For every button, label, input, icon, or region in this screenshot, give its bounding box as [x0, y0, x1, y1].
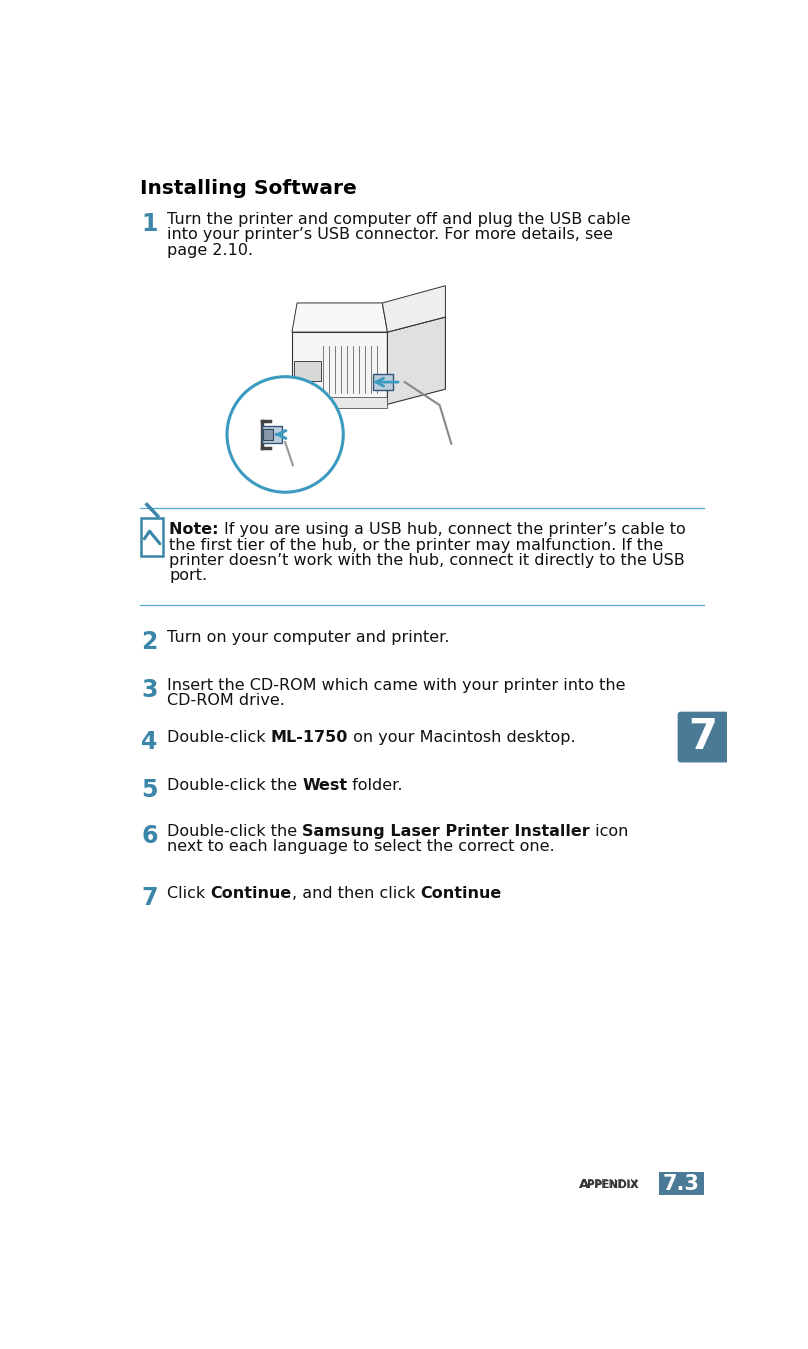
- Text: icon: icon: [590, 824, 629, 839]
- Text: 4: 4: [141, 730, 158, 754]
- Polygon shape: [293, 362, 321, 380]
- Text: CD-ROM drive.: CD-ROM drive.: [167, 693, 284, 708]
- Polygon shape: [382, 286, 445, 332]
- Text: folder.: folder.: [347, 778, 402, 793]
- Text: Note:: Note:: [169, 522, 225, 537]
- Text: PPENDIX: PPENDIX: [587, 1180, 638, 1190]
- Text: 5: 5: [141, 778, 158, 801]
- Text: Double-click: Double-click: [167, 730, 271, 745]
- Polygon shape: [292, 397, 388, 407]
- Text: West: West: [302, 778, 347, 793]
- FancyBboxPatch shape: [373, 375, 393, 390]
- FancyBboxPatch shape: [659, 1172, 704, 1195]
- Text: 7: 7: [688, 716, 718, 758]
- Text: Double-click the: Double-click the: [167, 824, 302, 839]
- Text: Samsung Laser Printer Installer: Samsung Laser Printer Installer: [302, 824, 590, 839]
- Text: If you are using a USB hub, connect the printer’s cable to: If you are using a USB hub, connect the …: [225, 522, 686, 537]
- Text: printer doesn’t work with the hub, connect it directly to the USB: printer doesn’t work with the hub, conne…: [169, 553, 685, 568]
- Text: 3: 3: [141, 677, 158, 701]
- Text: 6: 6: [141, 824, 158, 849]
- Polygon shape: [292, 332, 388, 405]
- FancyBboxPatch shape: [263, 429, 273, 440]
- Text: A: A: [579, 1178, 589, 1191]
- Circle shape: [227, 376, 343, 492]
- Text: , and then click: , and then click: [292, 886, 420, 901]
- Text: 7: 7: [141, 886, 158, 909]
- Text: page 2.10.: page 2.10.: [167, 243, 253, 258]
- Text: port.: port.: [169, 568, 208, 583]
- Text: on your Macintosh desktop.: on your Macintosh desktop.: [348, 730, 575, 745]
- Text: Continue: Continue: [420, 886, 501, 901]
- Text: ML-1750: ML-1750: [271, 730, 348, 745]
- FancyBboxPatch shape: [141, 518, 163, 556]
- Text: the first tier of the hub, or the printer may malfunction. If the: the first tier of the hub, or the printe…: [169, 538, 663, 553]
- Text: Insert the CD-ROM which came with your printer into the: Insert the CD-ROM which came with your p…: [167, 677, 625, 693]
- Text: Turn the printer and computer off and plug the USB cable: Turn the printer and computer off and pl…: [167, 212, 630, 227]
- FancyBboxPatch shape: [678, 712, 729, 762]
- Text: 7.3: 7.3: [663, 1174, 700, 1194]
- Text: 2: 2: [141, 630, 158, 654]
- FancyBboxPatch shape: [262, 426, 282, 442]
- Text: APPENDIX: APPENDIX: [580, 1178, 638, 1191]
- Text: Continue: Continue: [210, 886, 292, 901]
- Polygon shape: [388, 317, 445, 405]
- Polygon shape: [292, 317, 445, 332]
- Text: Turn on your computer and printer.: Turn on your computer and printer.: [167, 630, 449, 645]
- Text: Click: Click: [167, 886, 210, 901]
- Text: Installing Software: Installing Software: [140, 179, 356, 198]
- Text: Double-click the: Double-click the: [167, 778, 302, 793]
- Polygon shape: [292, 304, 388, 332]
- Text: 1: 1: [141, 212, 158, 236]
- Text: next to each language to select the correct one.: next to each language to select the corr…: [167, 839, 554, 854]
- Text: into your printer’s USB connector. For more details, see: into your printer’s USB connector. For m…: [167, 228, 613, 243]
